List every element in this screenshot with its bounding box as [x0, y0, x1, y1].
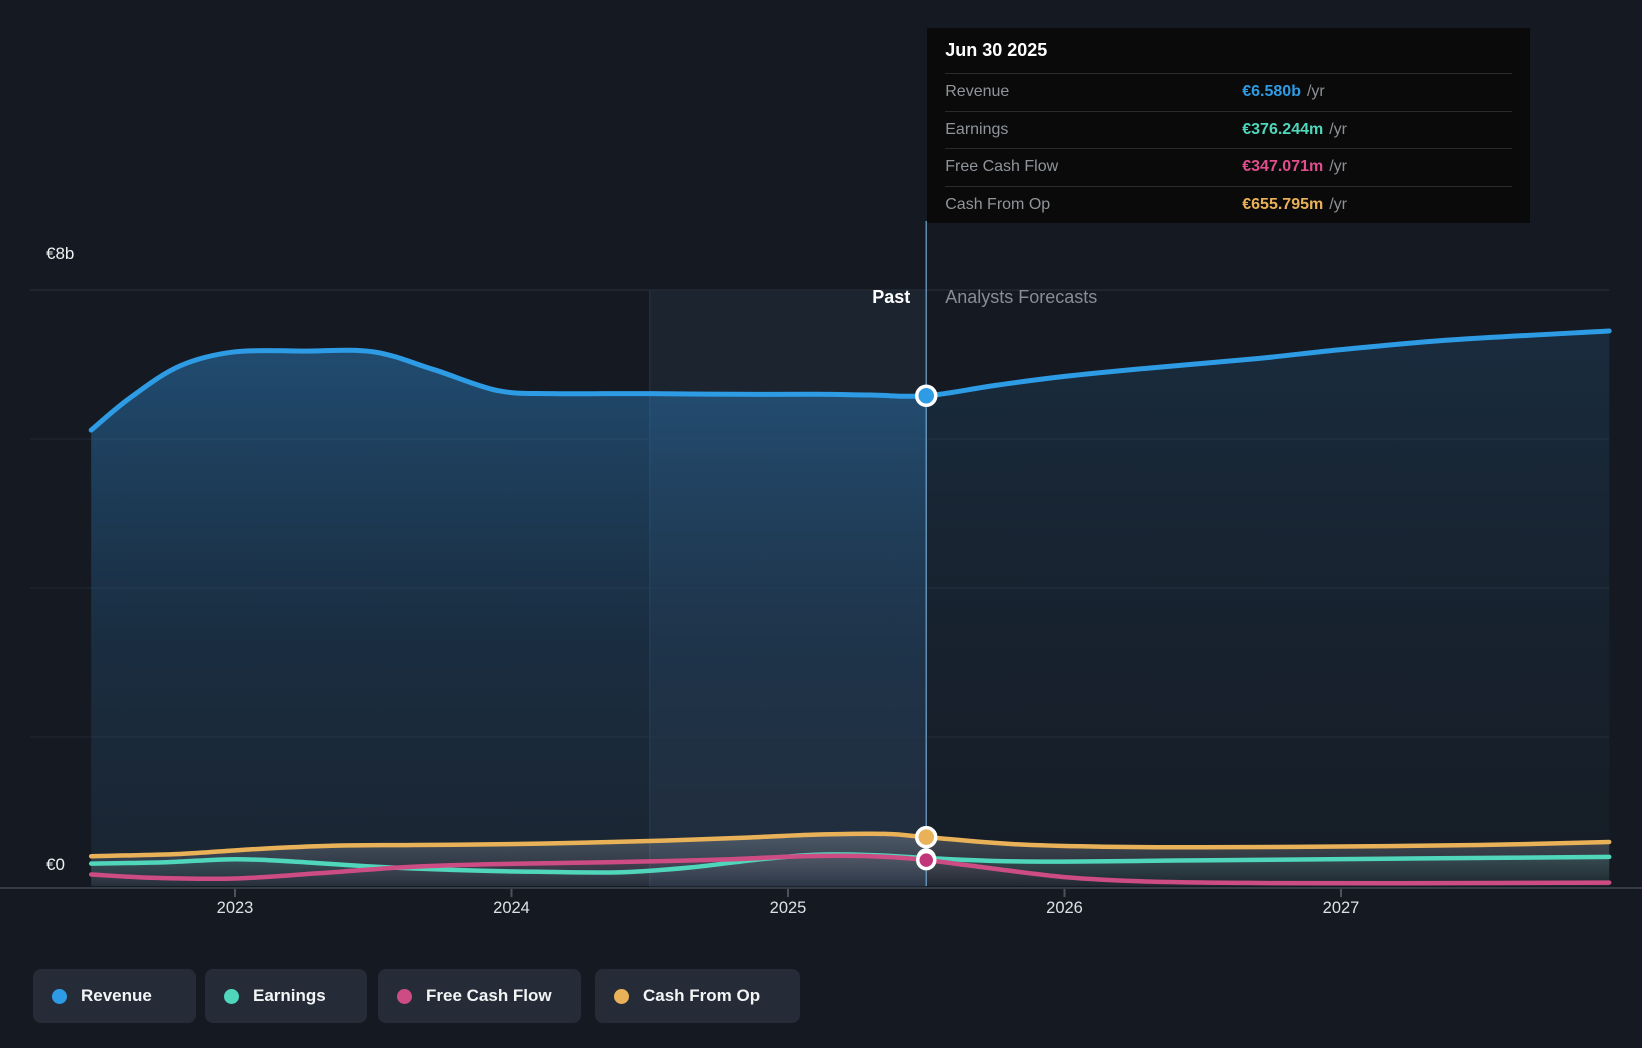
- tooltip-row-label: Cash From Op: [945, 195, 1051, 213]
- legend-label: Revenue: [81, 986, 152, 1005]
- x-axis-label-2025: 2025: [769, 899, 807, 917]
- analysts-forecasts-label: Analysts Forecasts: [945, 287, 1098, 307]
- legend-label: Cash From Op: [643, 986, 761, 1005]
- x-axis-label-2024: 2024: [493, 899, 530, 917]
- cash-from-op-marker: [915, 825, 938, 849]
- tooltip-row-unit: /yr: [1329, 195, 1347, 213]
- revenue-line: [88, 328, 1612, 433]
- legend-chip-earnings[interactable]: Earnings: [205, 969, 367, 1023]
- tooltip-row: Earnings €376.244m/yr: [945, 110, 1513, 149]
- legend-chip-free-cash-flow[interactable]: Free Cash Flow: [378, 969, 581, 1023]
- free-cash-flow-marker: [916, 849, 937, 871]
- legend-dot-icon: [614, 988, 629, 1004]
- y-axis-label-0: €0: [46, 855, 65, 874]
- x-axis-label-2026: 2026: [1046, 899, 1083, 917]
- legend-chip-cash-from-op[interactable]: Cash From Op: [595, 969, 800, 1023]
- free-cash-flow-area: [91, 855, 1610, 886]
- tooltip-row-unit: /yr: [1329, 120, 1347, 138]
- x-axis-label-2023: 2023: [216, 899, 254, 917]
- past-label: Past: [872, 287, 911, 307]
- tooltip-row-value: €655.795m: [1242, 195, 1324, 213]
- legend-label: Free Cash Flow: [426, 986, 552, 1005]
- free-cash-flow-line: [88, 853, 1612, 886]
- tooltip-row-label: Revenue: [945, 83, 1010, 101]
- revenue-area-past: [91, 350, 927, 886]
- legend-dot-icon: [397, 988, 412, 1004]
- tooltip-row-label: Free Cash Flow: [945, 158, 1059, 176]
- legend-chip-revenue[interactable]: Revenue: [33, 969, 196, 1023]
- tooltip-row-value: €347.071m: [1242, 158, 1324, 176]
- tooltip-row-unit: /yr: [1306, 83, 1325, 101]
- legend-dot-icon: [224, 988, 239, 1004]
- hover-tooltip: Jun 30 2025 Revenue €6.580b/yr Earnings €37…: [927, 28, 1531, 224]
- legend-dot-icon: [52, 988, 67, 1004]
- y-axis-label-8b: €8b: [46, 244, 75, 263]
- tooltip-row-value: €6.580b: [1242, 83, 1301, 101]
- legend-label: Earnings: [253, 986, 326, 1005]
- tooltip-row: Free Cash Flow €347.071m/yr: [945, 148, 1513, 186]
- revenue-marker: [915, 384, 938, 408]
- tooltip-row-value: €376.244m: [1242, 120, 1324, 138]
- cash-from-op-line: [88, 831, 1612, 859]
- tooltip-row: Revenue €6.580b/yr: [945, 73, 1513, 111]
- x-axis-label-2027: 2027: [1322, 899, 1360, 917]
- tooltip-date: Jun 30 2025: [945, 40, 1048, 60]
- tooltip-row-unit: /yr: [1329, 158, 1347, 176]
- revenue-area-forecast: [926, 331, 1610, 886]
- tooltip-row: Cash From Op €655.795m/yr: [945, 185, 1513, 224]
- tooltip-row-label: Earnings: [945, 120, 1009, 138]
